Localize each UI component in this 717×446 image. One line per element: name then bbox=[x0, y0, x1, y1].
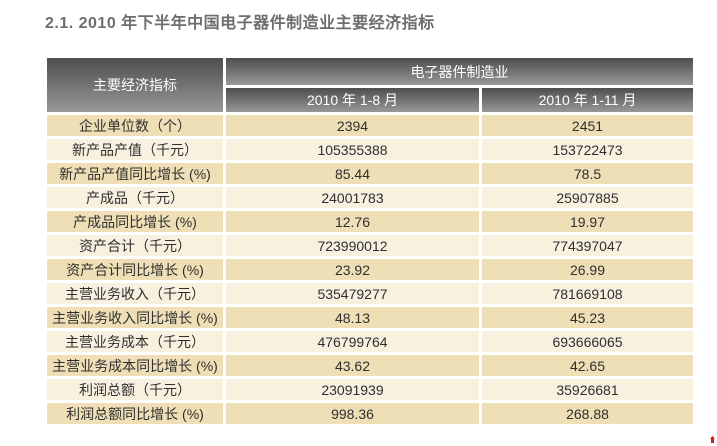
row-value-period2: 781669108 bbox=[482, 283, 693, 304]
column-header-period1: 2010 年 1-8 月 bbox=[226, 88, 479, 112]
row-value-period2: 774397047 bbox=[482, 235, 693, 256]
page-title: 2.1. 2010 年下半年中国电子器件制造业主要经济指标 bbox=[45, 15, 435, 32]
row-value-period2: 45.23 bbox=[482, 307, 693, 328]
table-row: 产成品（千元） 24001783 25907885 bbox=[47, 187, 693, 208]
row-label: 新产品产值（千元） bbox=[47, 139, 223, 160]
row-value-period2: 42.65 bbox=[482, 355, 693, 376]
row-value-period2: 25907885 bbox=[482, 187, 693, 208]
table-row: 利润总额同比增长 (%) 998.36 268.88 bbox=[47, 403, 693, 424]
row-label: 资产合计（千元） bbox=[47, 235, 223, 256]
row-value-period1: 476799764 bbox=[226, 331, 479, 352]
table-row: 主营业务成本同比增长 (%) 43.62 42.65 bbox=[47, 355, 693, 376]
row-value-period1: 23091939 bbox=[226, 379, 479, 400]
table-row: 主营业务收入（千元） 535479277 781669108 bbox=[47, 283, 693, 304]
table-row: 产成品同比增长 (%) 12.76 19.97 bbox=[47, 211, 693, 232]
row-label: 主营业务成本同比增长 (%) bbox=[47, 355, 223, 376]
table-row: 企业单位数（个） 2394 2451 bbox=[47, 115, 693, 136]
cropped-red-corner-mark bbox=[710, 436, 715, 443]
row-label: 产成品（千元） bbox=[47, 187, 223, 208]
table-row: 新产品产值同比增长 (%) 85.44 78.5 bbox=[47, 163, 693, 184]
row-label: 企业单位数（个） bbox=[47, 115, 223, 136]
row-value-period2: 693666065 bbox=[482, 331, 693, 352]
row-value-period2: 268.88 bbox=[482, 403, 693, 424]
table-row: 新产品产值（千元） 105355388 153722473 bbox=[47, 139, 693, 160]
corner-header-cell: 主要经济指标 bbox=[47, 58, 223, 112]
row-label: 主营业务收入（千元） bbox=[47, 283, 223, 304]
table-row: 主营业务收入同比增长 (%) 48.13 45.23 bbox=[47, 307, 693, 328]
table-row: 利润总额（千元） 23091939 35926681 bbox=[47, 379, 693, 400]
row-value-period2: 78.5 bbox=[482, 163, 693, 184]
row-value-period2: 26.99 bbox=[482, 259, 693, 280]
table-row: 资产合计同比增长 (%) 23.92 26.99 bbox=[47, 259, 693, 280]
row-value-period1: 2394 bbox=[226, 115, 479, 136]
table-row: 主营业务成本（千元） 476799764 693666065 bbox=[47, 331, 693, 352]
row-value-period1: 723990012 bbox=[226, 235, 479, 256]
row-value-period1: 12.76 bbox=[226, 211, 479, 232]
row-value-period1: 998.36 bbox=[226, 403, 479, 424]
row-value-period2: 2451 bbox=[482, 115, 693, 136]
row-value-period1: 48.13 bbox=[226, 307, 479, 328]
row-label: 新产品产值同比增长 (%) bbox=[47, 163, 223, 184]
row-value-period1: 23.92 bbox=[226, 259, 479, 280]
row-value-period2: 153722473 bbox=[482, 139, 693, 160]
row-value-period1: 105355388 bbox=[226, 139, 479, 160]
row-label: 利润总额（千元） bbox=[47, 379, 223, 400]
row-value-period1: 535479277 bbox=[226, 283, 479, 304]
row-label: 利润总额同比增长 (%) bbox=[47, 403, 223, 424]
row-label: 资产合计同比增长 (%) bbox=[47, 259, 223, 280]
row-value-period2: 19.97 bbox=[482, 211, 693, 232]
column-header-period2: 2010 年 1-11 月 bbox=[482, 88, 693, 112]
row-value-period2: 35926681 bbox=[482, 379, 693, 400]
row-label: 主营业务收入同比增长 (%) bbox=[47, 307, 223, 328]
economic-indicators-table: 主要经济指标 电子器件制造业 2010 年 1-8 月 2010 年 1-11 … bbox=[44, 55, 696, 427]
row-value-period1: 24001783 bbox=[226, 187, 479, 208]
row-label: 产成品同比增长 (%) bbox=[47, 211, 223, 232]
group-header-cell: 电子器件制造业 bbox=[226, 58, 693, 85]
row-value-period1: 43.62 bbox=[226, 355, 479, 376]
row-value-period1: 85.44 bbox=[226, 163, 479, 184]
row-label: 主营业务成本（千元） bbox=[47, 331, 223, 352]
table-row: 资产合计（千元） 723990012 774397047 bbox=[47, 235, 693, 256]
